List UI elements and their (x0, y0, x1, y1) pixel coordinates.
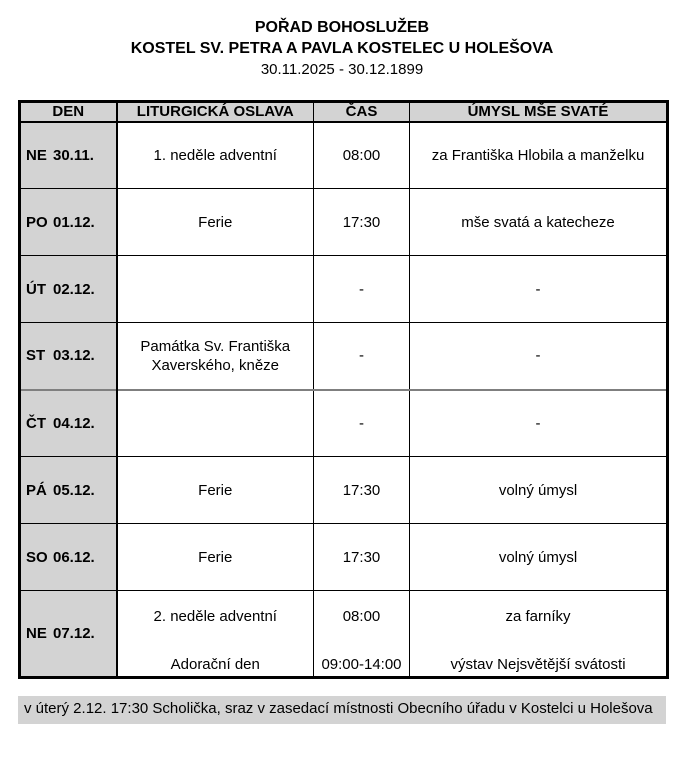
time-cell: 08:00 (313, 121, 410, 189)
celebration-cell (116, 255, 314, 323)
day-abbr: SO (26, 548, 48, 566)
celebration-cell (116, 388, 314, 457)
celebration-line-2: Adorační den (170, 656, 260, 673)
day-cell: NE 30.11. (19, 121, 118, 189)
time-cell: 17:30 (313, 456, 410, 524)
intention-cell: za farníky výstav Nejsvětější svátosti (409, 590, 668, 678)
celebration-cell: 1. neděle adventní (116, 121, 314, 189)
day-abbr: PÁ (26, 481, 47, 499)
day-abbr: NE (26, 625, 47, 642)
time-cell: 17:30 (313, 188, 410, 256)
day-abbr: ÚT (26, 280, 46, 298)
date-range: 30.11.2025 - 30.12.1899 (260, 61, 424, 78)
page-title: POŘAD BOHOSLUŽEB (254, 19, 430, 36)
day-cell: ČT 04.12. (19, 388, 118, 457)
day-date: 04.12. (53, 414, 95, 432)
table-row: PO 01.12. Ferie 17:30 mše svatá a kateche… (19, 188, 668, 256)
intention-line-2: výstav Nejsvětější svátosti (450, 656, 626, 673)
time-line-2: 09:00-14:00 (321, 656, 402, 673)
table-row: SO 06.12. Ferie 17:30 volný úmysl (19, 523, 668, 591)
day-cell: ST 03.12. (19, 322, 118, 390)
schedule-table: DEN LITURGICKÁ OSLAVA ČAS ÚMYSL MŠE SVAT… (18, 100, 669, 679)
header-row: DEN LITURGICKÁ OSLAVA ČAS ÚMYSL MŠE SVAT… (19, 101, 668, 123)
table-row: ČT 04.12. - - (19, 388, 668, 457)
day-abbr: PO (26, 213, 48, 231)
intention-cell: za Františka Hlobila a manželku (409, 121, 668, 189)
day-cell: PO 01.12. (19, 188, 118, 256)
day-date: 06.12. (53, 548, 95, 566)
time-line-1: 08:00 (342, 608, 381, 625)
intention-line-1: za farníky (505, 608, 571, 625)
time-cell: - (313, 388, 410, 457)
day-date: 01.12. (53, 213, 95, 231)
col-header-den: DEN (19, 101, 118, 123)
time-cell: 17:30 (313, 523, 410, 591)
table-row: PÁ 05.12. Ferie 17:30 volný úmysl (19, 456, 668, 524)
intention-cell: - (409, 388, 668, 457)
celebration-text: Památka Sv. Františka Xaverského, kněze (140, 337, 291, 374)
intention-cell: volný úmysl (409, 523, 668, 591)
day-date: 05.12. (53, 481, 95, 499)
celebration-cell: Ferie (116, 523, 314, 591)
table-row: ÚT 02.12. - - (19, 255, 668, 323)
time-cell: - (313, 255, 410, 323)
day-cell: PÁ 05.12. (19, 456, 118, 524)
celebration-cell: Ferie (116, 456, 314, 524)
day-abbr: ČT (26, 414, 46, 432)
footer-note: v úterý 2.12. 17:30 Scholička, sraz v za… (18, 696, 666, 724)
day-date: 02.12. (53, 280, 95, 298)
day-date: 03.12. (53, 347, 95, 365)
table-row: NE 30.11. 1. neděle adventní 08:00 za Fra… (19, 121, 668, 189)
intention-cell: mše svatá a katecheze (409, 188, 668, 256)
intention-cell: - (409, 322, 668, 390)
day-abbr: NE (26, 146, 47, 164)
time-cell: - (313, 322, 410, 390)
celebration-line-1: 2. neděle adventní (153, 608, 277, 625)
day-cell: ÚT 02.12. (19, 255, 118, 323)
time-cell: 08:00 09:00-14:00 (313, 590, 410, 678)
day-cell: NE 07.12. (19, 590, 118, 678)
col-header-umysl: ÚMYSL MŠE SVATÉ (409, 101, 668, 123)
celebration-cell: 2. neděle adventní Adorační den (116, 590, 314, 678)
col-header-cas: ČAS (313, 101, 410, 123)
table-row: ST 03.12. Památka Sv. Františka Xaverskéh… (19, 322, 668, 390)
celebration-cell: Ferie (116, 188, 314, 256)
table-row: NE 07.12. 2. neděle adventní Adorační den… (19, 590, 668, 678)
intention-cell: volný úmysl (409, 456, 668, 524)
intention-cell: - (409, 255, 668, 323)
day-cell: SO 06.12. (19, 523, 118, 591)
doc-header: POŘAD BOHOSLUŽEB KOSTEL SV. PETRA A PAVL… (0, 0, 684, 80)
day-date: 30.11. (53, 146, 94, 164)
col-header-liturgicka-oslava: LITURGICKÁ OSLAVA (116, 101, 314, 123)
day-abbr: ST (26, 347, 46, 365)
day-date: 07.12. (53, 625, 95, 642)
church-name: KOSTEL SV. PETRA A PAVLA KOSTELEC U HOLE… (130, 40, 554, 57)
celebration-cell: Památka Sv. Františka Xaverského, kněze (116, 322, 314, 390)
